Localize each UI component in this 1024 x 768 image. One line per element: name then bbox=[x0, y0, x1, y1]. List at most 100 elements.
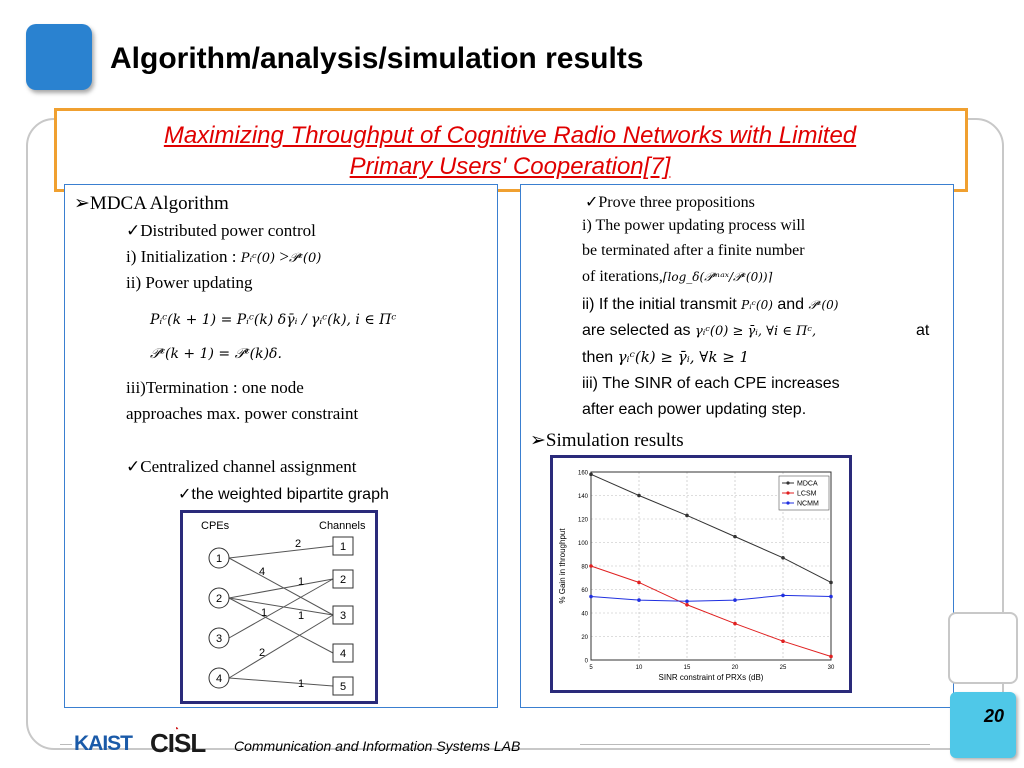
x-tick-label: 20 bbox=[732, 665, 739, 671]
side-decoration-box bbox=[948, 612, 1018, 684]
data-point-lcsm bbox=[781, 639, 785, 643]
data-point-lcsm bbox=[637, 580, 641, 585]
y-tick-label: 20 bbox=[581, 635, 588, 641]
prop2-math-3: γᵢᶜ(0) ≥ γ̄ᵢ, ∀i ∈ Πᶜ, bbox=[694, 324, 817, 339]
cpe-node-1 bbox=[208, 547, 230, 569]
channel-label: 5 bbox=[340, 681, 346, 693]
x-tick-label: 30 bbox=[828, 665, 835, 671]
channel-node-5 bbox=[332, 676, 354, 696]
bipartite-graph-svg: CPEs Channels 2 4 1 1 1 2 1 1 2 3 4 bbox=[201, 520, 366, 696]
x-tick-label: 5 bbox=[589, 665, 593, 671]
y-tick-label: 40 bbox=[581, 612, 588, 618]
prop3-line-1: iii) The SINR of each CPE increases bbox=[582, 375, 840, 392]
legend-label: LCSM bbox=[797, 491, 817, 498]
footer-text: Communication and Information Systems LA… bbox=[234, 738, 521, 754]
channel-label: 4 bbox=[340, 648, 346, 660]
prop1-math: ⌈log_δ(𝒫ᵐᵃˣ/𝒫ᶜ(0))⌉ bbox=[662, 270, 773, 284]
subtitle: Maximizing Throughput of Cognitive Radio… bbox=[60, 120, 960, 182]
edge-1-3 bbox=[228, 557, 334, 616]
y-tick-label: 120 bbox=[578, 518, 589, 524]
prop2-math-1: Pᵢᶜ(0) bbox=[741, 298, 773, 312]
check-icon: ✓ bbox=[126, 221, 141, 240]
data-point-lcsm bbox=[733, 621, 737, 626]
data-point-ncmm bbox=[637, 598, 641, 602]
data-point-lcsm bbox=[589, 564, 593, 568]
channel-node-3 bbox=[332, 605, 354, 625]
footer-line bbox=[580, 744, 930, 745]
initialization-line: i) Initialization : Pᵢᶜ(0) >𝒫ᶜ(0) bbox=[126, 247, 321, 267]
edge-4-5 bbox=[228, 677, 334, 687]
subtitle-box bbox=[54, 108, 968, 192]
channel-label: 1 bbox=[340, 541, 346, 553]
edge-label: 4 bbox=[259, 566, 265, 578]
channel-node-4 bbox=[332, 643, 354, 663]
power-updating-label: ii) Power updating bbox=[126, 273, 253, 292]
prop2-text-a: ii) If the initial transmit bbox=[582, 296, 737, 313]
subtitle-line-1: Maximizing Throughput of Cognitive Radio… bbox=[163, 122, 857, 149]
legend-label: NCMM bbox=[797, 501, 819, 508]
prop2-math-4: γᵢᶜ(k) ≥ γ̄ᵢ, ∀k ≥ 1 bbox=[617, 348, 750, 366]
page-number: 20 bbox=[983, 706, 1004, 726]
prop3-line-2: after each power updating step. bbox=[582, 401, 807, 418]
channel-label: 2 bbox=[340, 574, 346, 586]
y-tick-label: 140 bbox=[578, 494, 589, 500]
data-point-ncmm bbox=[781, 593, 785, 598]
series-line-mdca bbox=[590, 473, 832, 583]
prop2-line-3: then γᵢᶜ(k) ≥ γ̄ᵢ, ∀k ≥ 1 bbox=[582, 348, 749, 367]
prop1-line-1: i) The power updating process will bbox=[582, 217, 806, 234]
data-point-mdca bbox=[589, 472, 593, 477]
cisl-logo-waves-icon: ◔ bbox=[173, 724, 180, 735]
edge-2-3 bbox=[228, 597, 334, 616]
x-tick-label: 10 bbox=[636, 665, 643, 671]
edge-2-4 bbox=[228, 597, 334, 654]
edge-1-1 bbox=[228, 545, 334, 559]
data-point-ncmm bbox=[685, 599, 689, 604]
cpe-label: 4 bbox=[216, 673, 222, 685]
arrow-bullet-icon: ➢ bbox=[74, 193, 90, 214]
bipartite-graph-text: the weighted bipartite graph bbox=[191, 486, 389, 503]
edge-label: 2 bbox=[295, 538, 301, 550]
cpe-label: 1 bbox=[216, 553, 222, 565]
distributed-power-item: ✓Distributed power control bbox=[126, 221, 316, 241]
y-tick-label: 60 bbox=[581, 588, 588, 594]
kaist-logo: KAIST bbox=[74, 732, 133, 755]
init-gt: > bbox=[279, 247, 289, 266]
data-point-ncmm bbox=[589, 594, 593, 599]
y-tick-label: 160 bbox=[578, 471, 589, 477]
simulation-chart: 0 20 40 60 80 100 120 140 160 5 10 15 20 25 30 MDCA LC… bbox=[558, 471, 835, 683]
edge-label: 1 bbox=[261, 607, 267, 619]
legend-label: MDCA bbox=[797, 481, 818, 488]
bipartite-graph-figure: CPEs Channels 2 4 1 1 1 2 1 1 2 3 4 bbox=[180, 510, 378, 704]
edge-4-3 bbox=[228, 614, 334, 679]
page-number-box bbox=[950, 692, 1016, 758]
cpe-node-3 bbox=[208, 627, 230, 649]
arrow-bullet-icon: ➢ bbox=[530, 430, 546, 451]
prop2-and: and bbox=[777, 296, 805, 313]
init-math-b: 𝒫ᶜ(0) bbox=[288, 251, 322, 266]
edge-2-2 bbox=[228, 578, 334, 599]
prop1-line-3: of iterations,⌈log_δ(𝒫ᵐᵃˣ/𝒫ᶜ(0))⌉ bbox=[582, 268, 772, 286]
data-point-lcsm bbox=[685, 602, 689, 607]
cpe-node-2 bbox=[208, 587, 230, 609]
series-line-lcsm bbox=[590, 565, 832, 657]
edge-label: 1 bbox=[298, 678, 304, 690]
equation-1: Pᵢᶜ(k + 1) = Pᵢᶜ(k) δγ̄ᵢ / γᵢᶜ(k), i ∈ Π… bbox=[150, 312, 397, 328]
channel-node-1 bbox=[332, 536, 354, 556]
termination-line-1: iii)Termination : one node bbox=[126, 378, 304, 397]
channel-label: 3 bbox=[340, 610, 346, 622]
title-accent-square bbox=[26, 24, 92, 90]
data-point-ncmm bbox=[733, 598, 737, 602]
prop2-line-2: are selected as γᵢᶜ(0) ≥ γ̄ᵢ, ∀i ∈ Πᶜ, bbox=[582, 322, 816, 340]
prop2-text-c: then bbox=[582, 349, 614, 366]
y-tick-label: 80 bbox=[581, 565, 588, 571]
legend-marker bbox=[786, 501, 790, 505]
data-point-mdca bbox=[781, 555, 785, 560]
simulation-heading-text: Simulation results bbox=[545, 430, 684, 451]
equation-2: 𝒫ᶜ(k + 1) = 𝒫ᶜ(k)δ. bbox=[150, 346, 282, 362]
legend-marker bbox=[786, 491, 790, 495]
data-point-mdca bbox=[829, 580, 833, 585]
cpe-node-4 bbox=[208, 667, 230, 689]
cpe-label: 2 bbox=[216, 593, 222, 605]
check-icon: ✓ bbox=[178, 486, 192, 503]
data-point-lcsm bbox=[829, 654, 833, 659]
